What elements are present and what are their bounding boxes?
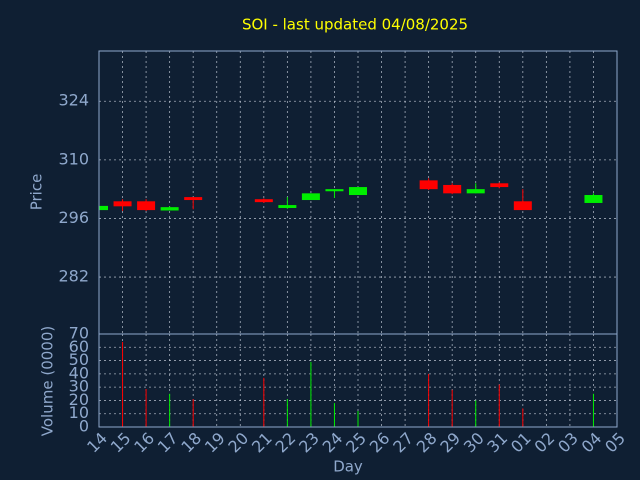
volume-tick-label: 20 <box>69 390 89 409</box>
candle-body <box>160 207 179 211</box>
volume-tick-label: 50 <box>69 350 89 369</box>
y-axis-label: Price <box>28 174 46 211</box>
candle-body <box>490 183 509 188</box>
grid <box>98 51 618 428</box>
candle-body <box>99 205 108 211</box>
candle-body <box>301 193 320 201</box>
chart-title: SOI - last updated 04/08/2025 <box>242 16 468 34</box>
y-tick-label: 296 <box>58 208 89 227</box>
candle-body <box>584 195 603 203</box>
volume-frame <box>98 333 618 428</box>
volume-bars <box>122 341 594 427</box>
volume-tick-label: 70 <box>69 324 89 343</box>
y-tick-label: 282 <box>58 267 89 286</box>
volume-tick-label: 0 <box>79 417 89 436</box>
volume-axis-label: Volume (0000) <box>39 326 57 436</box>
volume-tick-label: 30 <box>69 377 89 396</box>
x-tick-label: 05 <box>601 429 629 457</box>
candle-body <box>113 201 132 207</box>
candle-body <box>184 197 203 201</box>
candle-body <box>254 199 273 203</box>
candle-body <box>349 187 367 196</box>
candle-body <box>278 205 297 208</box>
candle-body <box>466 189 485 194</box>
candle-body <box>443 184 462 194</box>
y-tick-label: 310 <box>58 149 89 168</box>
candle-body <box>325 189 344 192</box>
candles <box>99 178 603 211</box>
x-axis-label: Day <box>333 458 363 476</box>
y-tick-label: 324 <box>58 91 89 110</box>
volume-tick-label: 60 <box>69 337 89 356</box>
candle-body <box>513 201 532 211</box>
candle-body <box>137 201 156 211</box>
volume-tick-label: 10 <box>69 403 89 422</box>
volume-tick-label: 40 <box>69 363 89 382</box>
tick-labels: 2822963103240102030405060701415161718192… <box>58 91 629 457</box>
candle-body <box>419 180 438 190</box>
